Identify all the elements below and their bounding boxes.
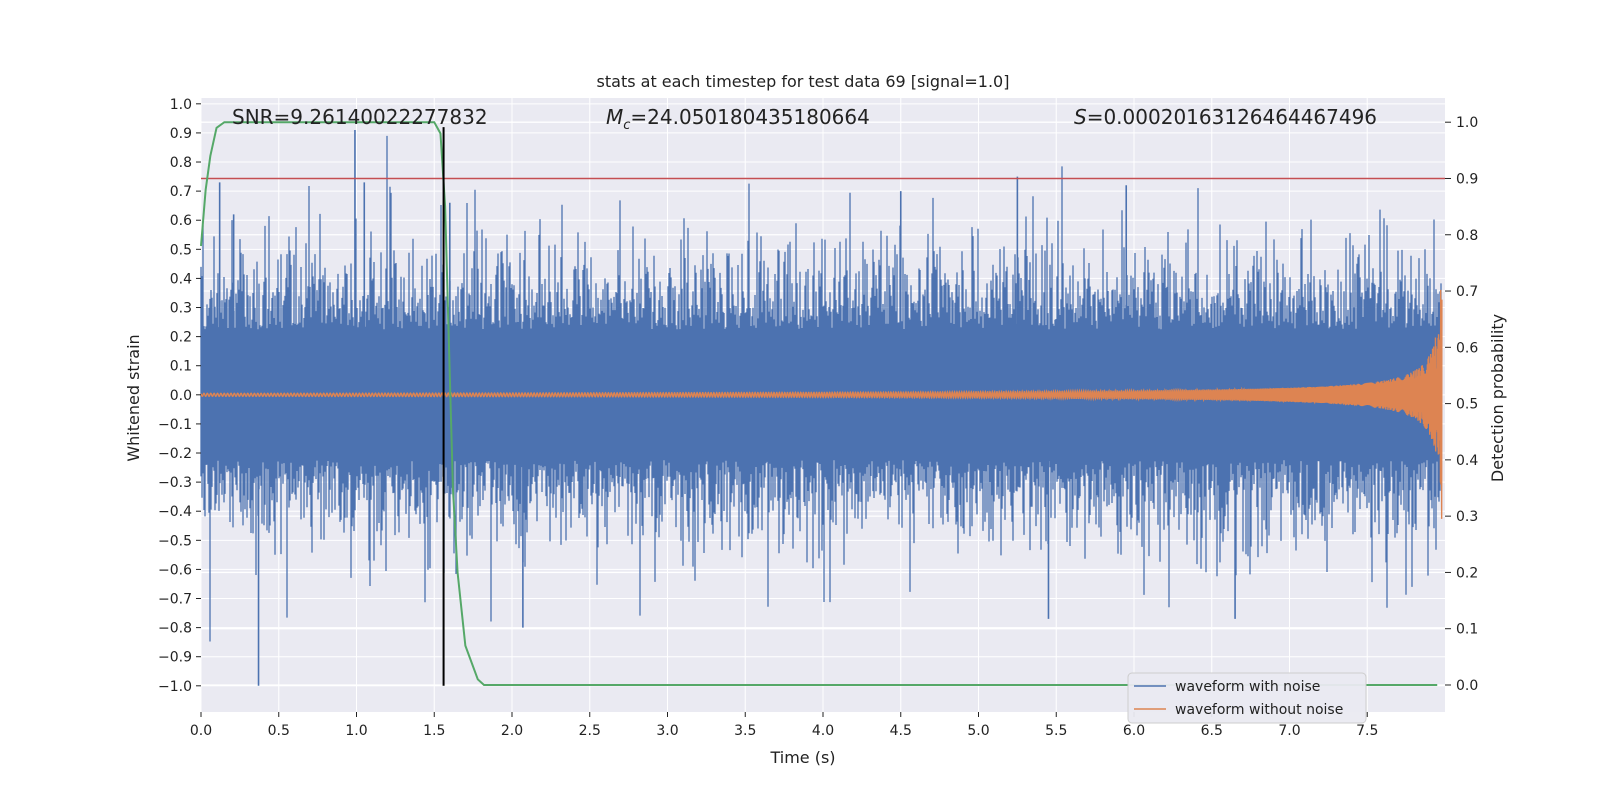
x-tick-label: 4.5 [890, 723, 912, 739]
y-tick-label: −0.6 [158, 562, 192, 578]
x-tick-label: 2.0 [501, 723, 523, 739]
y2-tick-label: 0.3 [1456, 509, 1478, 525]
y2-tick-label: 0.8 [1456, 228, 1478, 244]
y-tick-label: −1.0 [158, 679, 192, 695]
x-tick-label: 5.5 [1045, 723, 1067, 739]
y-tick-label: −0.3 [158, 475, 192, 491]
y-tick-label: 0.2 [170, 330, 192, 346]
y2-axis-label: Detection probability [1488, 314, 1507, 482]
x-tick-label: 4.0 [812, 723, 834, 739]
y-tick-label: 0.1 [170, 359, 192, 375]
y2-tick-label: 0.9 [1456, 171, 1478, 187]
x-tick-label: 5.0 [967, 723, 989, 739]
y-tick-label: 0.0 [170, 388, 192, 404]
x-tick-label: 0.0 [190, 723, 212, 739]
detection-probability-line [200, 121, 1438, 686]
y-tick-label: 0.8 [170, 155, 192, 171]
y2-tick-label: 0.0 [1456, 678, 1478, 694]
y-tick-label: −0.4 [158, 504, 192, 520]
y-tick-label: −0.5 [158, 533, 192, 549]
clean-waveform-series [200, 289, 1443, 519]
legend-label-noisy: waveform with noise [1175, 679, 1320, 695]
x-tick-label: 7.5 [1356, 723, 1378, 739]
x-tick-label: 6.0 [1123, 723, 1145, 739]
y-tick-label: −0.1 [158, 417, 192, 433]
y2-tick-label: 0.7 [1456, 284, 1478, 300]
noisy-waveform-series [200, 130, 1442, 686]
y2-tick-label: 0.5 [1456, 397, 1478, 413]
y2-tick-label: 1.0 [1456, 115, 1478, 131]
y2-tick-label: 0.4 [1456, 453, 1478, 469]
y2-tick-label: 0.6 [1456, 340, 1478, 356]
legend: waveform with noise waveform without noi… [1127, 672, 1367, 724]
x-tick-label: 6.5 [1201, 723, 1223, 739]
y-tick-label: 0.3 [170, 301, 192, 317]
y-tick-label: −0.9 [158, 650, 192, 666]
y-tick-label: 0.4 [170, 271, 192, 287]
x-tick-label: 7.0 [1278, 723, 1300, 739]
y-tick-label: −0.7 [158, 592, 192, 608]
x-tick-label: 1.5 [423, 723, 445, 739]
y-tick-label: 0.9 [170, 126, 192, 142]
y2-tick-label: 0.2 [1456, 565, 1478, 581]
y-tick-label: 0.5 [170, 242, 192, 258]
x-axis-ticks: 0.0 0.5 1.0 1.5 2.0 2.5 3.0 3.5 4.0 4.5 5.0 5.5 6.0 6… [190, 712, 1378, 739]
chart-title: stats at each timestep for test data 69 … [597, 72, 1010, 91]
x-tick-label: 0.5 [268, 723, 290, 739]
x-tick-label: 2.5 [579, 723, 601, 739]
legend-label-clean: waveform without noise [1175, 702, 1343, 718]
y-axis-ticks: 1.0 0.9 0.8 0.7 0.6 0.5 0.4 0.3 0.2 0.1 0.0 −0.1 −0.… [158, 97, 201, 695]
y2-axis-ticks: 1.0 0.9 0.8 0.7 0.6 0.5 0.4 0.3 0.2 0.1 0.0 [1445, 115, 1478, 694]
y-tick-label: 1.0 [170, 97, 192, 113]
y-tick-label: 0.7 [170, 184, 192, 200]
y-tick-label: −0.8 [158, 621, 192, 637]
y-axis-label: Whitened strain [124, 334, 143, 461]
x-tick-label: 3.5 [734, 723, 756, 739]
x-axis-label: Time (s) [769, 748, 835, 767]
detection-probability-series [200, 121, 1438, 686]
legend-box [1127, 672, 1367, 724]
x-tick-label: 3.0 [656, 723, 678, 739]
x-tick-label: 1.0 [345, 723, 367, 739]
y2-tick-label: 0.1 [1456, 622, 1478, 638]
clean-waveform-line [200, 289, 1443, 519]
y-tick-label: 0.6 [170, 213, 192, 229]
chirp-mass-annotation: Mc=24.050180435180664 [606, 105, 870, 133]
y-tick-label: −0.2 [158, 446, 192, 462]
s-statistic-annotation: S=0.00020163126464467496 [1074, 105, 1377, 129]
snr-annotation: SNR=9.26140022277832 [232, 105, 488, 129]
